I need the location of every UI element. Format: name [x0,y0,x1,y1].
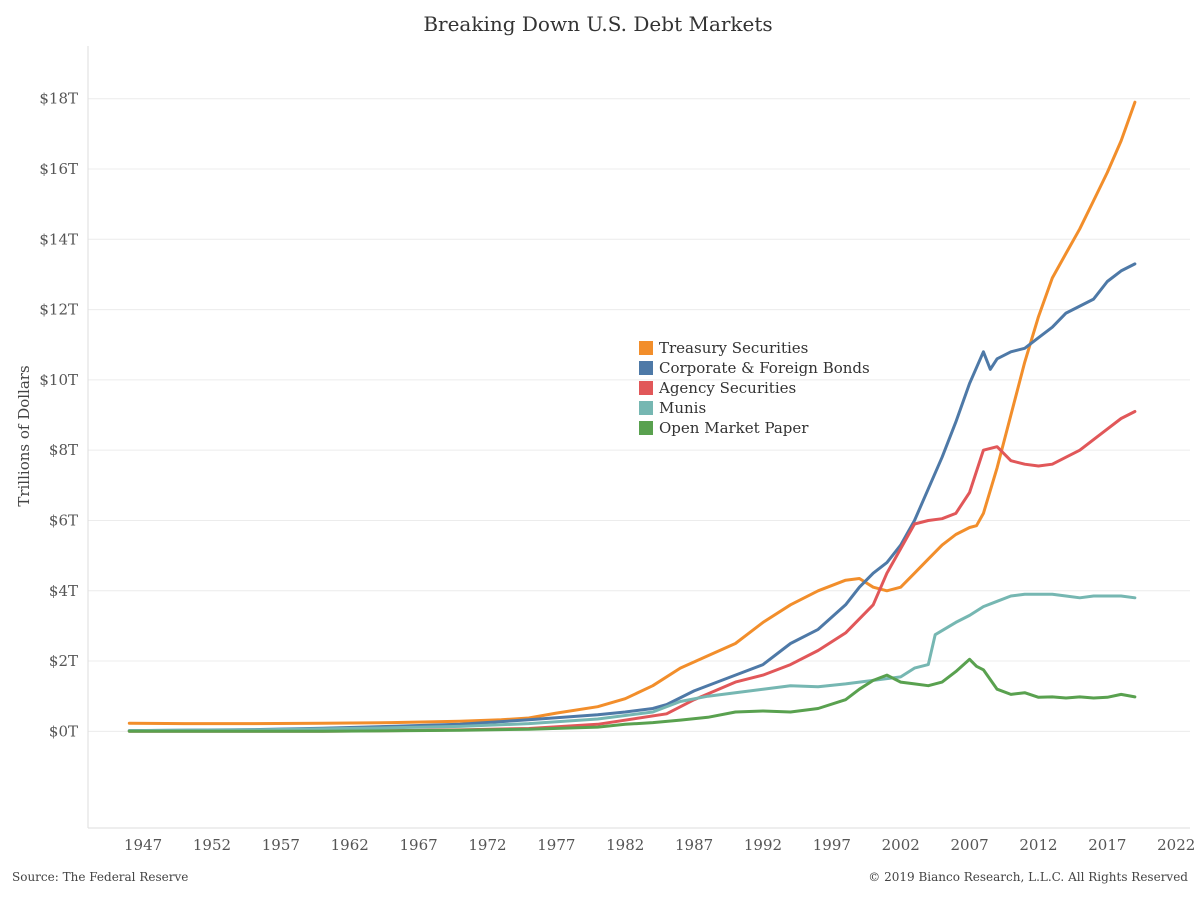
series-line [127,100,1137,726]
x-tick-label: 2017 [1088,836,1126,854]
y-tick-label: $8T [49,441,78,459]
series-lines [127,100,1137,733]
series-line [127,410,1137,733]
source-note: Source: The Federal Reserve [12,870,189,884]
y-axis-label: Trillions of Dollars [15,365,33,506]
chart-title: Breaking Down U.S. Debt Markets [423,12,773,36]
y-tick-label: $12T [39,301,78,319]
x-tick-label: 1977 [537,836,575,854]
grid-lines [88,98,1190,732]
legend-swatch [639,381,653,395]
x-tick-label: 1957 [262,836,300,854]
x-tick-label: 1952 [193,836,231,854]
series-line [127,592,1137,733]
legend-swatch [639,421,653,435]
legend-label: Corporate & Foreign Bonds [659,359,870,377]
copyright-note: © 2019 Bianco Research, L.L.C. All Right… [868,870,1188,884]
legend-swatch [639,361,653,375]
y-tick-label: $16T [39,160,78,178]
legend-label: Munis [659,399,706,417]
series-line [127,262,1137,733]
x-tick-label: 2012 [1019,836,1057,854]
series-line [127,657,1137,733]
y-tick-label: $10T [39,371,78,389]
legend-swatch [639,341,653,355]
y-tick-label: $14T [39,230,78,248]
x-tick-label: 1962 [331,836,369,854]
x-tick-label: 2022 [1157,836,1195,854]
legend-label: Agency Securities [658,379,796,397]
x-tick-label: 2007 [951,836,989,854]
x-tick-label: 1982 [606,836,644,854]
x-tick-label: 1947 [124,836,162,854]
y-tick-label: $0T [49,722,78,740]
x-tick-label: 2002 [882,836,920,854]
legend-label: Treasury Securities [659,339,808,357]
x-tick-label: 1987 [675,836,713,854]
y-tick-label: $6T [49,511,78,529]
y-tick-label: $4T [49,582,78,600]
legend-label: Open Market Paper [659,419,809,437]
y-tick-label: $18T [39,90,78,108]
x-tick-label: 1997 [813,836,851,854]
x-tick-label: 1992 [744,836,782,854]
x-tick-label: 1967 [400,836,438,854]
axes: $0T $2T $4T $6T $8T $10T $12T $14T $16T $18T 1947 1… [39,46,1195,854]
legend: Treasury Securities Corporate & Foreign B… [639,339,870,437]
x-tick-label: 1972 [468,836,506,854]
legend-swatch [639,401,653,415]
y-tick-label: $2T [49,652,78,670]
